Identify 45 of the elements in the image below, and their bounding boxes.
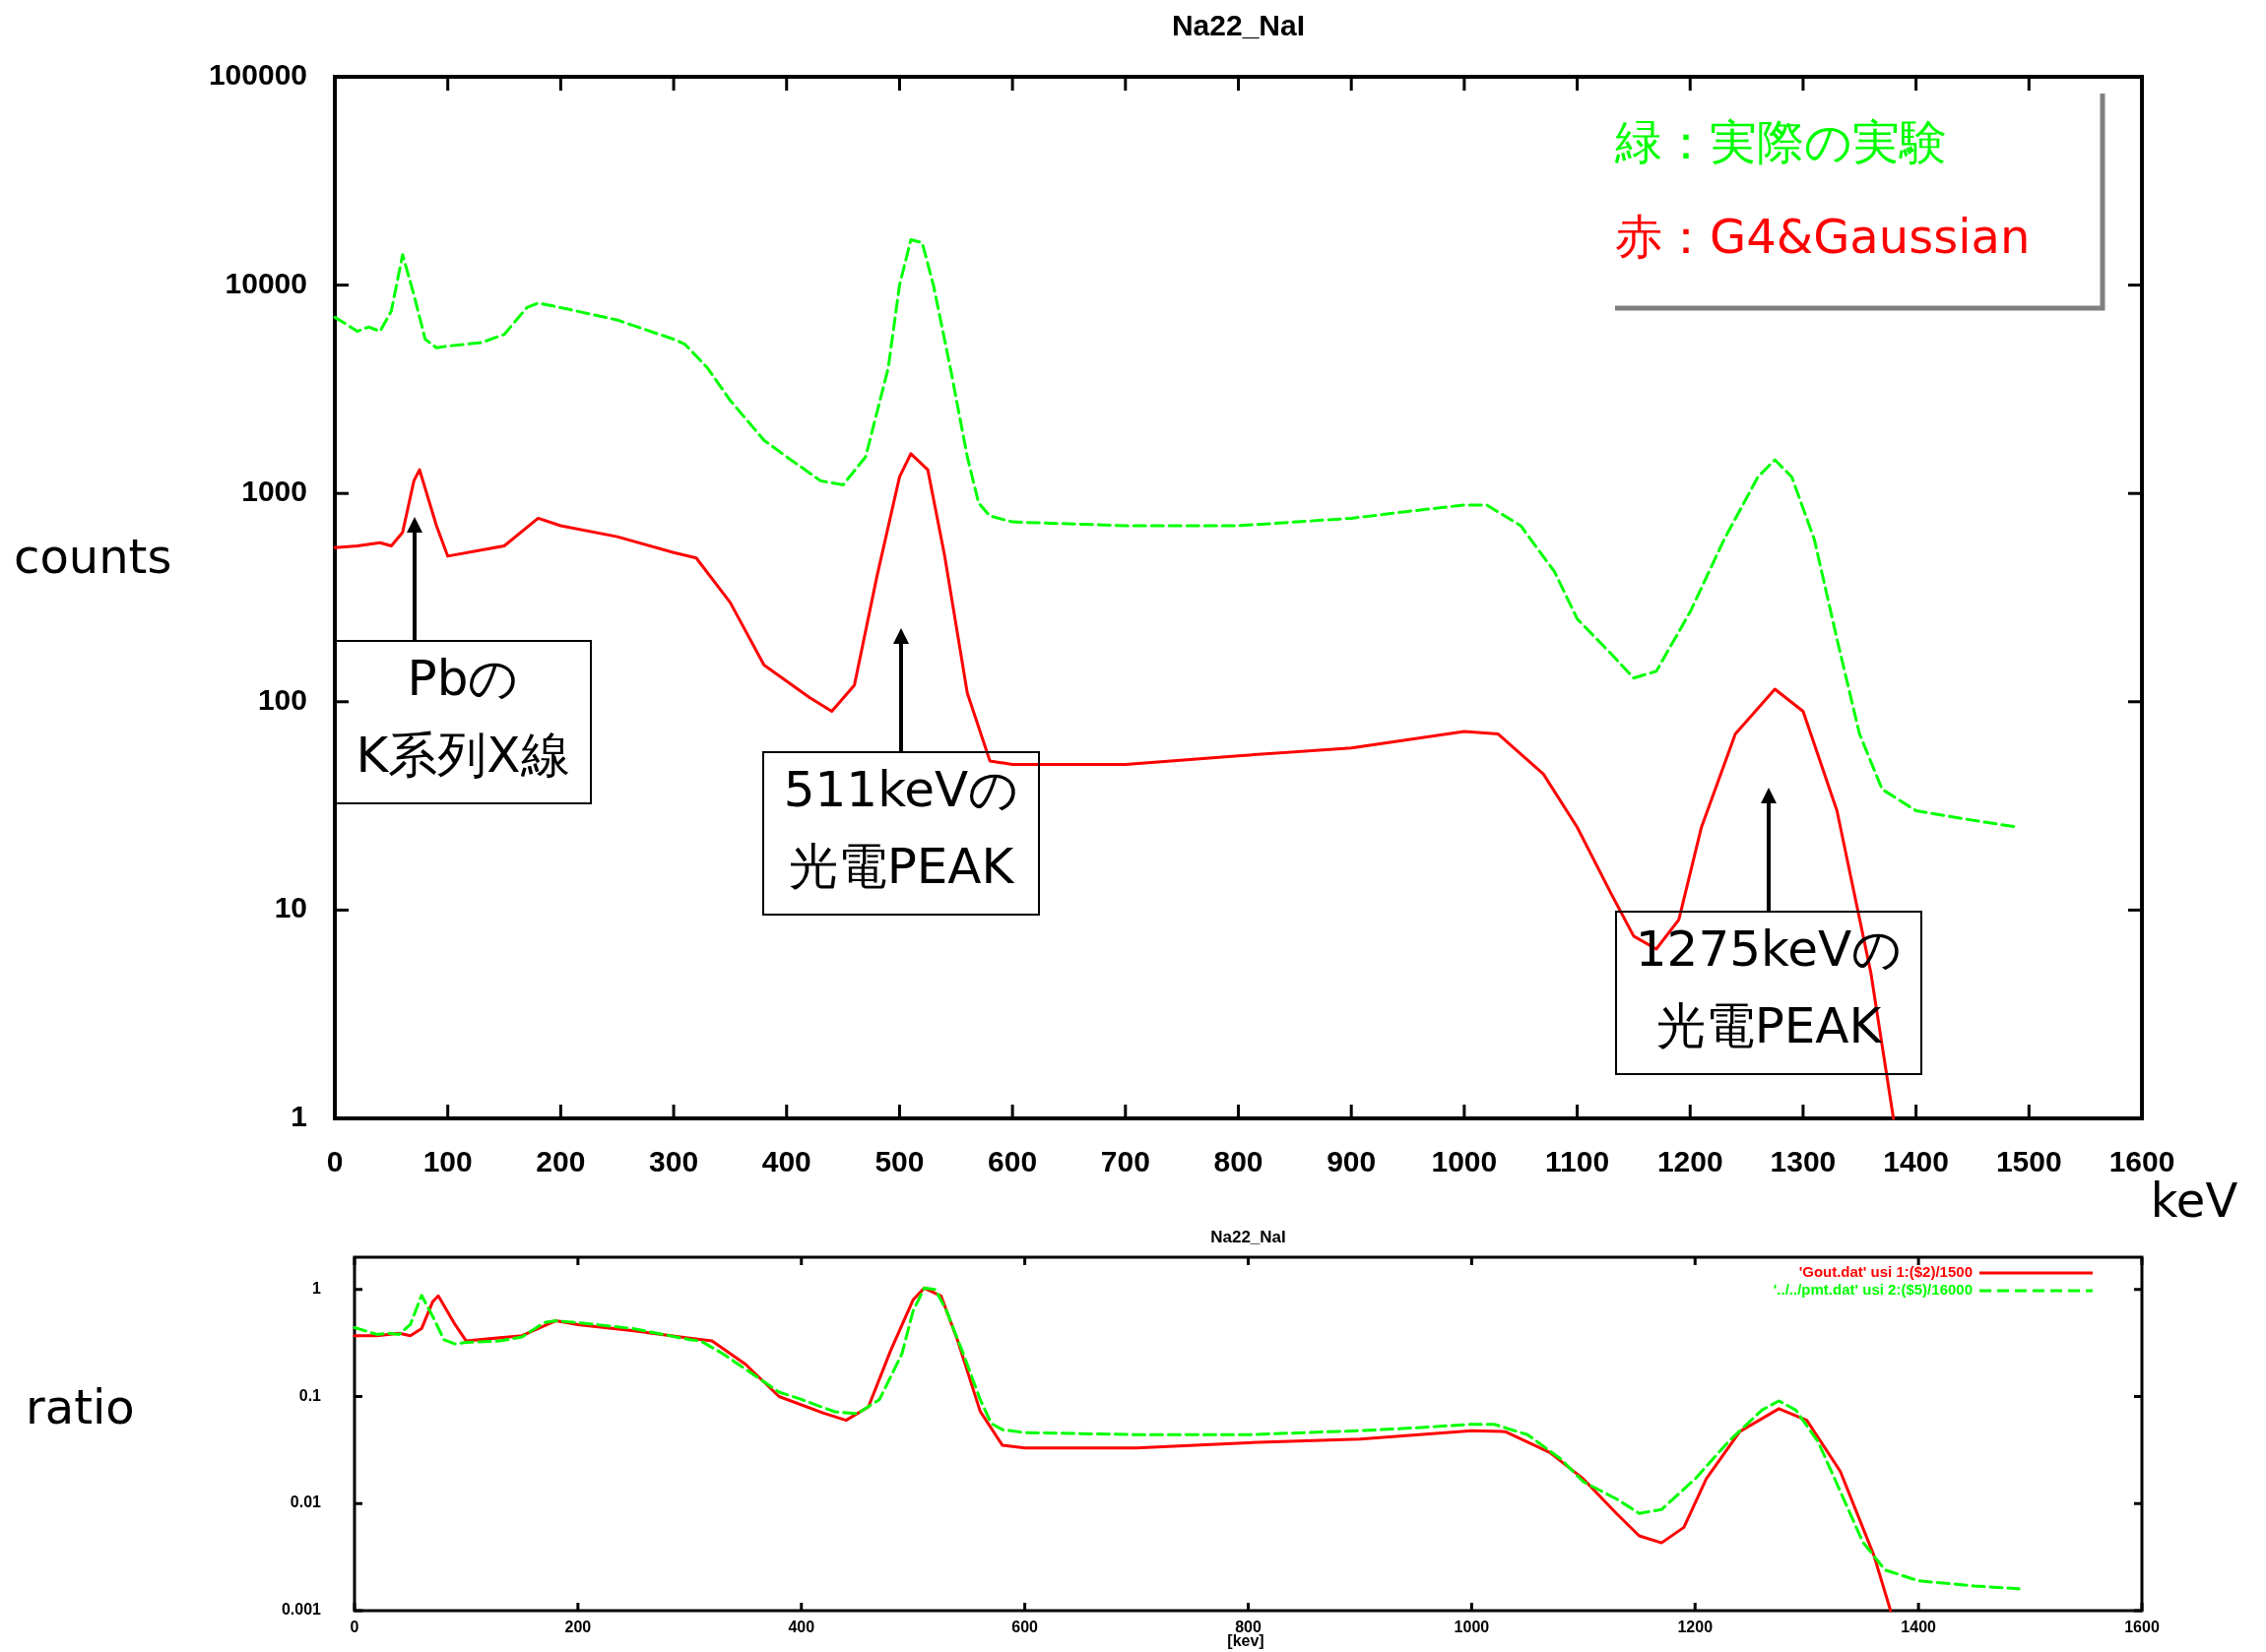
x-tick-label: 300 [649, 1144, 699, 1177]
x-tick-label: 600 [1011, 1619, 1039, 1636]
x-tick-label: 1100 [1545, 1144, 1610, 1177]
x-tick-label: 1200 [1677, 1619, 1714, 1636]
y-tick-label: 0.01 [290, 1493, 322, 1511]
x-tick-label: 0 [326, 1144, 344, 1177]
y-tick-label: 1 [312, 1279, 322, 1297]
y-tick-label: 1000 [241, 475, 307, 508]
y-tick-label: 10 [274, 891, 307, 924]
x-tick-label: 400 [761, 1144, 811, 1177]
x-tick-label: 1200 [1656, 1144, 1723, 1177]
y-axis-title: counts [14, 529, 172, 584]
text: 緑：実際の実験 [1614, 114, 1947, 169]
x-tick-label: 100 [422, 1144, 473, 1177]
x-tick-label: 800 [1213, 1144, 1263, 1177]
x-axis-title: [kev] [1227, 1632, 1264, 1649]
y-tick-label: 100000 [208, 57, 307, 91]
text: '../../pmt.dat' usi 2:($5)/16000 [1773, 1280, 1973, 1298]
x-tick-label: 200 [564, 1619, 592, 1636]
annotation: 511keVの光電PEAK [783, 761, 1019, 895]
y-axis-title: ratio [26, 1379, 135, 1434]
x-tick-label: 1400 [1883, 1144, 1949, 1177]
x-tick-label: 500 [874, 1144, 925, 1177]
y-tick-label: 0.001 [281, 1601, 322, 1619]
x-tick-label: 0 [350, 1619, 359, 1636]
y-tick-label: 1 [291, 1099, 307, 1132]
chart-title: Na22_NaI [1210, 1228, 1286, 1246]
x-tick-label: 1600 [2124, 1619, 2160, 1636]
x-tick-label: 1400 [1901, 1619, 1937, 1636]
x-tick-label: 1000 [1431, 1144, 1498, 1177]
text: 赤：G4&Gaussian [1615, 209, 2031, 264]
x-tick-label: 600 [988, 1144, 1038, 1177]
x-tick-label: 1000 [1454, 1619, 1490, 1636]
y-tick-label: 0.1 [298, 1386, 322, 1404]
x-tick-label: 700 [1100, 1144, 1150, 1177]
annotation: PbのK系列X線 [356, 650, 570, 784]
x-tick-label: 1500 [1995, 1144, 2062, 1177]
x-tick-label: 1300 [1770, 1144, 1837, 1177]
x-tick-label: 200 [536, 1144, 586, 1177]
text: 'Gout.dat' usi 1:($2)/1500 [1798, 1262, 1973, 1280]
x-tick-label: 400 [788, 1619, 815, 1636]
y-tick-label: 100 [257, 682, 307, 716]
y-tick-label: 10000 [225, 266, 307, 299]
x-tick-label: 900 [1327, 1144, 1377, 1177]
chart-title: Na22_NaI [1171, 9, 1306, 41]
